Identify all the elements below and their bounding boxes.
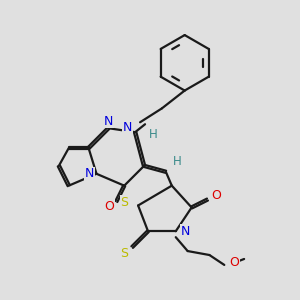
Text: N: N <box>104 115 113 128</box>
Text: S: S <box>120 196 128 209</box>
Text: N: N <box>85 167 94 180</box>
Text: O: O <box>212 189 221 202</box>
Text: H: H <box>148 128 157 141</box>
Text: N: N <box>181 225 190 238</box>
Text: N: N <box>122 121 132 134</box>
Text: O: O <box>104 200 114 213</box>
Text: O: O <box>229 256 239 269</box>
Text: H: H <box>173 155 182 168</box>
Text: S: S <box>120 247 128 260</box>
